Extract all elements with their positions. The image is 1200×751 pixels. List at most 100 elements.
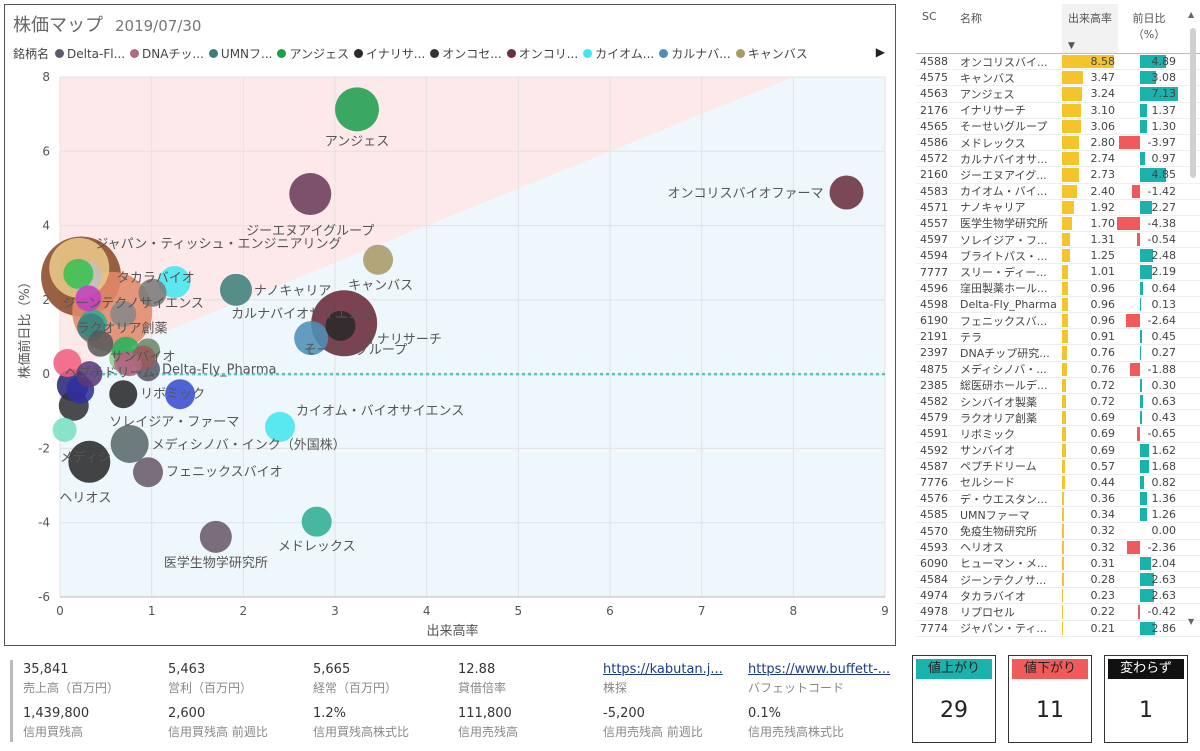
table-row[interactable]: 4875 メディシノバ・... 0.76 -1.88: [916, 362, 1200, 378]
stat-link[interactable]: https://www.buffett-...: [748, 662, 891, 677]
data-point[interactable]: [133, 457, 163, 488]
change-bar: [1118, 135, 1140, 150]
table-row[interactable]: 4588 オンコリスバイ... 8.58 4.89: [916, 54, 1200, 71]
card-unchanged-label: 変わらず: [1108, 659, 1184, 679]
data-point[interactable]: [75, 285, 102, 312]
data-point[interactable]: [52, 417, 77, 442]
legend-item[interactable]: オンコセ...: [430, 45, 502, 62]
table-row[interactable]: 4584 ジーンテクノサ... 0.28 2.63: [916, 572, 1200, 589]
table-row[interactable]: 4596 窪田製薬ホール... 0.96 0.64: [916, 281, 1200, 297]
table-row[interactable]: 2397 DNAチップ研究... 0.76 0.27: [916, 345, 1200, 362]
data-point[interactable]: [829, 175, 864, 210]
table-row[interactable]: 4585 UMNファーマ 0.34 1.26: [916, 507, 1200, 524]
table-row[interactable]: 4557 医学生物学研究所 1.70 -4.38: [916, 216, 1200, 233]
table-row[interactable]: 4593 ヘリオス 0.32 -2.36: [916, 540, 1200, 556]
table-row[interactable]: 2176 イナリサーチ 3.10 1.37: [916, 103, 1200, 119]
data-point[interactable]: [165, 379, 196, 410]
table-row[interactable]: 4576 デ・ウエスタン... 0.36 1.36: [916, 491, 1200, 508]
table-row[interactable]: 7776 セルシード 0.44 0.82: [916, 475, 1200, 492]
y-tick-label: 8: [42, 70, 50, 84]
data-point[interactable]: [63, 258, 94, 289]
data-point[interactable]: [363, 244, 394, 275]
data-point[interactable]: [109, 380, 138, 409]
column-header-change[interactable]: 前日比 （%）: [1132, 12, 1166, 41]
legend-item[interactable]: アンジェス: [277, 45, 349, 62]
legend-item[interactable]: カイオム...: [583, 45, 654, 62]
table-row[interactable]: 4565 そーせいグループ 3.06 1.30: [916, 119, 1200, 135]
table-row[interactable]: 4586 メドレックス 2.80 -3.97: [916, 135, 1200, 152]
table-row[interactable]: 4591 リボミック 0.69 -0.65: [916, 426, 1200, 443]
data-point[interactable]: [110, 424, 149, 463]
ratio-bar: [1062, 71, 1084, 85]
point-label: 医学生物学研究所: [164, 555, 268, 571]
table-row[interactable]: 4597 ソレイジア・フ... 1.31 -0.54: [916, 232, 1200, 249]
table-row[interactable]: 4575 キャンバス 3.47 3.08: [916, 70, 1200, 87]
stat-item: 1,439,800 信用買残高: [23, 706, 163, 740]
data-point[interactable]: [87, 330, 114, 357]
scroll-up-icon[interactable]: ▲: [1188, 10, 1195, 19]
table-row[interactable]: 4594 ブライトパス・... 1.25 2.48: [916, 248, 1200, 265]
stat-label: 信用売残高株式比: [748, 725, 845, 739]
legend-item[interactable]: イナリサ...: [354, 45, 425, 62]
legend-item[interactable]: キャンバス: [735, 45, 808, 62]
cell-name: ブライトパス・...: [960, 249, 1048, 263]
column-header-sc[interactable]: SC: [922, 10, 937, 23]
stat-value: 111,800: [458, 706, 512, 721]
x-tick-label: 1: [148, 604, 156, 618]
data-point[interactable]: [335, 87, 379, 132]
data-point[interactable]: [220, 273, 252, 306]
stat-item[interactable]: https://www.buffett-... バフェットコード: [748, 662, 891, 696]
table-row[interactable]: 4592 サンバイオ 0.69 1.62: [916, 443, 1200, 459]
table-row[interactable]: 2191 テラ 0.91 0.45: [916, 329, 1200, 346]
data-point[interactable]: [301, 506, 332, 537]
cell-sc: 4557: [920, 216, 948, 230]
column-header-name[interactable]: 名称: [960, 12, 982, 25]
cell-sc: 4584: [920, 573, 948, 587]
table-row[interactable]: 4582 シンバイオ製薬 0.72 0.63: [916, 394, 1200, 411]
column-header-ratio[interactable]: 出来高率 ▼: [1062, 4, 1118, 53]
table-row[interactable]: 7777 スリー・ディー... 1.01 2.19: [916, 264, 1200, 281]
legend-item[interactable]: Delta-Fl...: [55, 47, 125, 61]
table-row[interactable]: 4598 Delta-Fly_Pharma 0.96 0.13: [916, 297, 1200, 313]
legend-item[interactable]: カルナバ...: [659, 45, 731, 62]
table-row[interactable]: 4587 ペプチドリーム 0.57 1.68: [916, 459, 1200, 475]
data-point[interactable]: [68, 440, 111, 483]
table-scrollbar[interactable]: ▲ ▼: [1188, 10, 1198, 626]
table-row[interactable]: 6090 ヒューマン・メ... 0.31 2.04: [916, 556, 1200, 572]
data-point[interactable]: [117, 352, 142, 377]
scroll-down-icon[interactable]: ▼: [1188, 617, 1195, 626]
data-point[interactable]: [158, 266, 191, 299]
data-point[interactable]: [110, 300, 137, 327]
change-value: 0.00: [1151, 524, 1177, 538]
ratio-bar: [1062, 378, 1067, 392]
table-row[interactable]: 4579 ラクオリア創薬 0.69 0.43: [916, 410, 1200, 427]
data-point[interactable]: [53, 349, 82, 377]
table-row[interactable]: 2160 ジーエヌアイグ... 2.73 4.85: [916, 167, 1200, 184]
data-point[interactable]: [138, 278, 167, 307]
table-row[interactable]: 4571 ナノキャリア 1.92 2.27: [916, 200, 1200, 216]
table-row[interactable]: 4563 アンジェス 3.24 7.13: [916, 86, 1200, 103]
data-point[interactable]: [76, 361, 103, 388]
cell-ratio: 1.92: [1062, 200, 1118, 215]
chevron-right-icon[interactable]: ▶: [875, 45, 885, 59]
data-point[interactable]: [289, 173, 332, 215]
data-point[interactable]: [199, 520, 232, 553]
legend-item[interactable]: DNAチッ...: [130, 45, 204, 62]
legend-item[interactable]: オンコリ...: [506, 45, 578, 62]
stat-link[interactable]: https://kabutan.j...: [603, 662, 723, 677]
table-row[interactable]: 6190 フェニックスバ... 0.96 -2.64: [916, 313, 1200, 330]
table-row[interactable]: 4572 カルナバイオサ... 2.74 0.97: [916, 151, 1200, 168]
table-row[interactable]: 4978 リプロセル 0.22 -0.42: [916, 604, 1200, 621]
legend-item[interactable]: UMNフ...: [208, 45, 272, 62]
stat-item[interactable]: https://kabutan.j... 株探: [603, 662, 743, 696]
table-row[interactable]: 4570 免疫生物研究所 0.32 0.00: [916, 523, 1200, 540]
table-row[interactable]: 4583 カイオム・バイ... 2.40 -1.42: [916, 184, 1200, 200]
change-value: 3.08: [1151, 71, 1177, 85]
data-point[interactable]: [325, 310, 356, 341]
data-point[interactable]: [265, 411, 295, 442]
table-row[interactable]: 7774 ジャパン・ティ... 0.21 2.86: [916, 621, 1200, 637]
table-row[interactable]: 2385 総医研ホールデ... 0.72 0.30: [916, 378, 1200, 394]
data-point[interactable]: [294, 321, 329, 356]
scroll-thumb[interactable]: [1190, 28, 1196, 178]
table-row[interactable]: 4974 タカラバイオ 0.23 2.63: [916, 588, 1200, 605]
